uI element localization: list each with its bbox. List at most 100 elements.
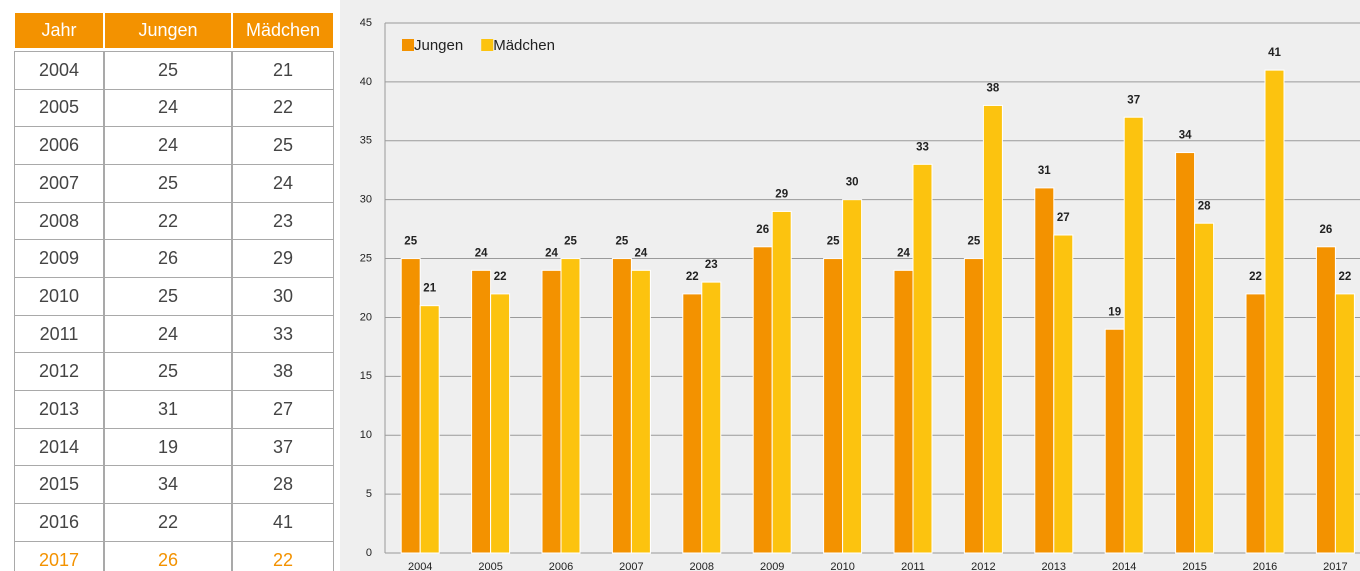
bar <box>490 293 511 554</box>
value-label: 30 <box>846 177 859 189</box>
table-cell: 24 <box>104 126 232 165</box>
value-label: 24 <box>635 247 648 259</box>
table-cell: 2010 <box>14 277 104 316</box>
value-label: 25 <box>564 236 577 248</box>
value-label: 25 <box>827 236 840 248</box>
bar <box>1264 69 1285 554</box>
value-label: 29 <box>775 188 788 200</box>
x-tick-label: 2017 <box>1323 561 1347 571</box>
bar <box>630 269 651 554</box>
bar <box>1194 222 1215 554</box>
table-cell: 22 <box>104 503 232 542</box>
chart: 0 5 10 15 20 25 30 35 40 45 2004 25 21 2005 24 22 2006 24… <box>340 0 1360 571</box>
table-cell: 29 <box>232 239 334 278</box>
table-cell: 2006 <box>14 126 104 165</box>
bar <box>471 269 492 554</box>
table-cell: Jahr <box>14 12 104 49</box>
table-cell: 2007 <box>14 164 104 203</box>
legend-swatch <box>481 39 494 51</box>
x-tick-label: 2005 <box>478 561 502 571</box>
value-label: 22 <box>494 271 507 283</box>
x-tick-label: 2008 <box>690 561 714 571</box>
bar <box>611 258 632 554</box>
value-label: 24 <box>897 247 910 259</box>
bar <box>842 199 863 554</box>
table-cell: 28 <box>232 465 334 505</box>
bar <box>963 258 984 554</box>
table-cell: 25 <box>232 126 334 165</box>
x-tick-label: 2011 <box>901 561 925 571</box>
value-label: 25 <box>968 236 981 248</box>
bar <box>1175 152 1196 554</box>
value-label: 21 <box>423 283 436 295</box>
y-tick-label: 45 <box>360 17 372 29</box>
table-cell: 41 <box>232 503 334 542</box>
bar <box>1315 246 1336 554</box>
bar <box>560 258 581 554</box>
x-tick-label: 2004 <box>408 561 432 571</box>
table-cell: 25 <box>104 277 232 316</box>
table-cell: 24 <box>104 88 232 128</box>
table-cell: 34 <box>104 465 232 505</box>
table-cell: Mädchen <box>232 12 334 49</box>
bar <box>893 269 914 554</box>
table-cell: 25 <box>104 164 232 203</box>
x-tick-label: 2013 <box>1042 561 1066 571</box>
value-label: 22 <box>686 271 699 283</box>
table-cell: 22 <box>232 88 334 128</box>
bar <box>1245 293 1266 554</box>
value-label: 34 <box>1179 130 1192 142</box>
bar <box>1334 293 1355 554</box>
bar <box>1123 116 1144 554</box>
x-tick-label: 2016 <box>1253 561 1277 571</box>
table-cell: 26 <box>104 540 232 571</box>
x-tick-label: 2015 <box>1182 561 1206 571</box>
value-label: 24 <box>475 247 488 259</box>
table-cell: 23 <box>232 201 334 241</box>
table-cell: 2014 <box>14 427 104 467</box>
y-tick-label: 30 <box>360 194 372 206</box>
value-label: 37 <box>1127 94 1140 106</box>
y-tick-label: 15 <box>360 370 372 382</box>
value-label: 28 <box>1198 200 1211 212</box>
table-cell: 2016 <box>14 503 104 542</box>
bar <box>701 281 722 554</box>
table-cell: 2017 <box>14 540 104 571</box>
bar <box>682 293 703 554</box>
table-cell: 30 <box>232 277 334 316</box>
value-label: 22 <box>1249 271 1262 283</box>
table-cell: 19 <box>104 427 232 467</box>
bar <box>912 163 933 554</box>
table-cell: 2005 <box>14 88 104 128</box>
y-tick-label: 20 <box>360 311 372 323</box>
table-cell: 24 <box>232 164 334 203</box>
bar <box>1104 328 1125 554</box>
value-label: 23 <box>705 259 718 271</box>
table-cell: 22 <box>104 201 232 241</box>
y-tick-label: 5 <box>366 488 372 500</box>
legend-label: Mädchen <box>493 37 555 54</box>
x-tick-label: 2012 <box>971 561 995 571</box>
value-label: 22 <box>1339 271 1352 283</box>
x-tick-label: 2009 <box>760 561 784 571</box>
bar <box>823 258 844 554</box>
table-cell: 25 <box>104 352 232 392</box>
x-tick-label: 2014 <box>1112 561 1136 571</box>
value-label: 38 <box>987 82 1000 94</box>
x-tick-label: 2010 <box>830 561 854 571</box>
table-cell: 2012 <box>14 352 104 392</box>
value-label: 25 <box>404 236 417 248</box>
table-cell: Jungen <box>104 12 232 49</box>
value-label: 33 <box>916 141 929 153</box>
value-label: 19 <box>1108 306 1121 318</box>
x-tick-label: 2007 <box>619 561 643 571</box>
value-label: 27 <box>1057 212 1070 224</box>
bar <box>419 305 440 554</box>
value-label: 26 <box>756 224 769 236</box>
table-cell: 27 <box>232 390 334 429</box>
bar <box>771 210 792 554</box>
value-label: 24 <box>545 247 558 259</box>
bar <box>400 258 421 554</box>
bar <box>1053 234 1074 554</box>
